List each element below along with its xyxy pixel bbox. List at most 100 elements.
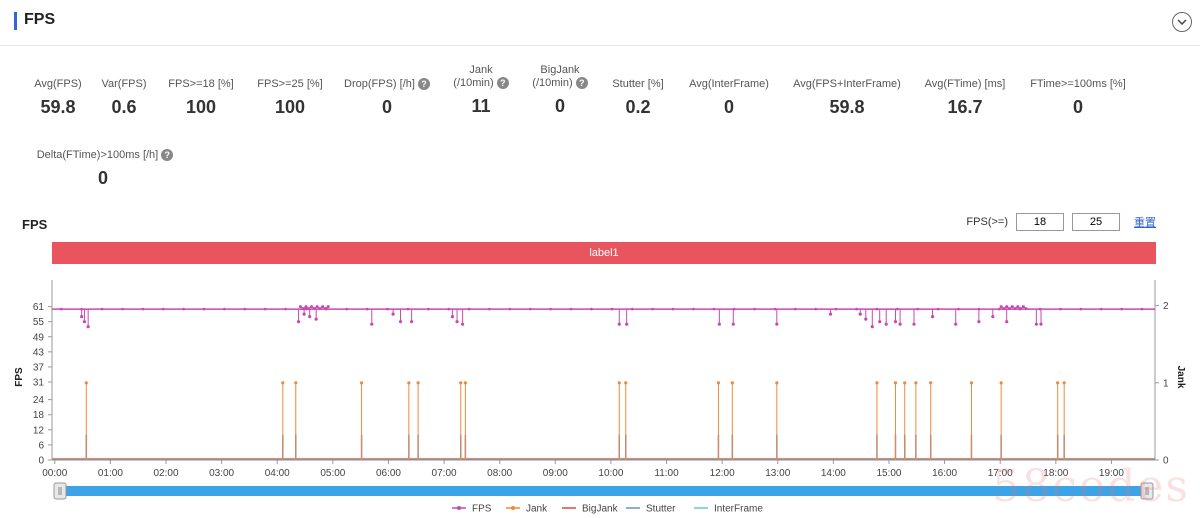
jank-point xyxy=(624,381,628,385)
fps-point xyxy=(590,307,593,311)
slider-track xyxy=(58,486,1148,496)
x-tick-label: 14:00 xyxy=(821,468,846,479)
metric-value: 0 xyxy=(723,97,734,117)
fps-point xyxy=(651,307,654,311)
x-tick-label: 12:00 xyxy=(710,468,735,479)
chevron-down-icon[interactable] xyxy=(1172,12,1192,32)
y-left-tick-label: 55 xyxy=(33,317,45,328)
fps-peak-line xyxy=(300,305,329,310)
slider-handle-left xyxy=(53,482,67,500)
help-icon[interactable]: ? xyxy=(161,149,174,162)
x-tick-label: 07:00 xyxy=(432,468,457,479)
fps-point xyxy=(936,307,940,311)
fps-point xyxy=(121,307,124,311)
jank-point xyxy=(459,381,463,385)
metric-jank: Jank (/10min) ? 11 xyxy=(445,64,517,117)
fps-dip-point xyxy=(991,315,995,319)
fps-point xyxy=(345,307,349,311)
reset-link[interactable]: 重置 xyxy=(1134,217,1156,229)
jank-point xyxy=(407,381,411,385)
fps-point xyxy=(814,307,818,311)
metric-label: Avg(FPS+InterFrame) xyxy=(793,78,901,90)
fps-point xyxy=(1099,307,1103,311)
fps-point xyxy=(957,307,960,311)
fps-point xyxy=(1120,307,1123,311)
jank-point xyxy=(929,381,933,385)
label-band[interactable]: label1 xyxy=(52,242,1156,264)
help-icon[interactable]: ? xyxy=(575,77,588,90)
fps-point xyxy=(896,307,899,311)
metric-value: 59.8 xyxy=(40,97,76,117)
jank-point xyxy=(716,381,721,385)
metric-stutter: Stutter [%] 0.2 xyxy=(604,78,672,118)
fps-dip-point xyxy=(370,322,374,326)
fps-dip-point xyxy=(930,315,935,319)
y-axis-left: 0 6 12 18 24 31 37 43 49 55 61 FPS xyxy=(14,280,53,467)
metric-drop-fps: Drop(FPS) [/h] ? 0 xyxy=(338,78,436,118)
fps-dip-point xyxy=(775,322,779,326)
legend-marker xyxy=(511,506,515,510)
fps-threshold-1-input[interactable] xyxy=(1016,213,1064,231)
fps-dip-point xyxy=(398,320,403,324)
legend-label: InterFrame xyxy=(714,504,763,515)
fps-point xyxy=(182,307,185,311)
metric-avg-fps-interframe: Avg(FPS+InterFrame) 59.8 xyxy=(786,78,908,118)
fps-point xyxy=(773,307,777,311)
metric-label: Stutter [%] xyxy=(612,78,664,90)
fps-point xyxy=(467,307,471,311)
y-left-axis-title: FPS xyxy=(14,367,25,387)
metric-label: FTime>=100ms [%] xyxy=(1030,78,1126,90)
y-left-tick-label: 61 xyxy=(33,302,45,313)
x-tick-label: 06:00 xyxy=(376,468,401,479)
fps-dip-point xyxy=(625,322,629,326)
x-tick-label: 02:00 xyxy=(153,468,178,479)
jank-point xyxy=(730,381,734,385)
metric-value: 0 xyxy=(381,97,392,117)
metric-ftime-ge-100ms: FTime>=100ms [%] 0 xyxy=(1022,78,1134,118)
jank-point xyxy=(875,381,879,385)
metric-label: FPS>=25 [%] xyxy=(257,78,323,90)
x-tick-label: 08:00 xyxy=(487,468,512,479)
metric-delta-ftime: Delta(FTime)>100ms [/h] ? 0 xyxy=(30,149,180,189)
metric-value: 0 xyxy=(1072,97,1083,117)
fps-dip-point xyxy=(731,322,735,326)
fps-point xyxy=(100,307,104,311)
metric-avg-fps: Avg(FPS) 59.8 xyxy=(28,78,88,118)
y-right-tick-label: 2 xyxy=(1163,301,1169,312)
jank-point xyxy=(281,381,285,385)
fps-point xyxy=(386,307,389,311)
fps-threshold-2-input[interactable] xyxy=(1072,213,1120,231)
metric-label-unit: (/10min) xyxy=(453,77,494,89)
fps-point xyxy=(855,307,858,311)
fps-point xyxy=(712,307,716,311)
slider-handle-right xyxy=(1140,482,1154,500)
y-left-tick-label: 12 xyxy=(33,425,45,436)
metric-label: Jank xyxy=(469,64,493,76)
zoom-slider[interactable] xyxy=(53,482,1154,500)
help-icon[interactable]: ? xyxy=(417,78,430,91)
fps-dip-point xyxy=(450,315,455,319)
y-left-tick-label: 24 xyxy=(33,395,45,406)
x-tick-label: 03:00 xyxy=(209,468,234,479)
metric-label: Var(FPS) xyxy=(101,78,147,90)
fps-point xyxy=(202,307,206,311)
metric-value: 11 xyxy=(471,96,491,116)
fps-dip-point xyxy=(455,320,459,324)
fps-dip-point xyxy=(617,322,621,326)
fps-dip-point xyxy=(898,322,902,326)
x-tick-label: 11:00 xyxy=(654,468,679,479)
metric-label: Avg(FPS) xyxy=(34,78,82,90)
fps-point xyxy=(794,307,797,311)
x-axis: 00:00 01:00 02:00 03:00 04:00 05:00 06:00 07:00… xyxy=(42,459,1155,479)
fps-dip-point xyxy=(1034,322,1038,326)
fps-dip-point xyxy=(977,320,981,324)
jank-point xyxy=(416,381,420,385)
fps-dip-point xyxy=(296,320,301,324)
fps-point xyxy=(59,307,63,311)
fps-point xyxy=(692,307,695,311)
help-icon[interactable]: ? xyxy=(496,77,509,90)
fps-point xyxy=(80,307,83,311)
metric-label: FPS>=18 [%] xyxy=(168,78,234,90)
